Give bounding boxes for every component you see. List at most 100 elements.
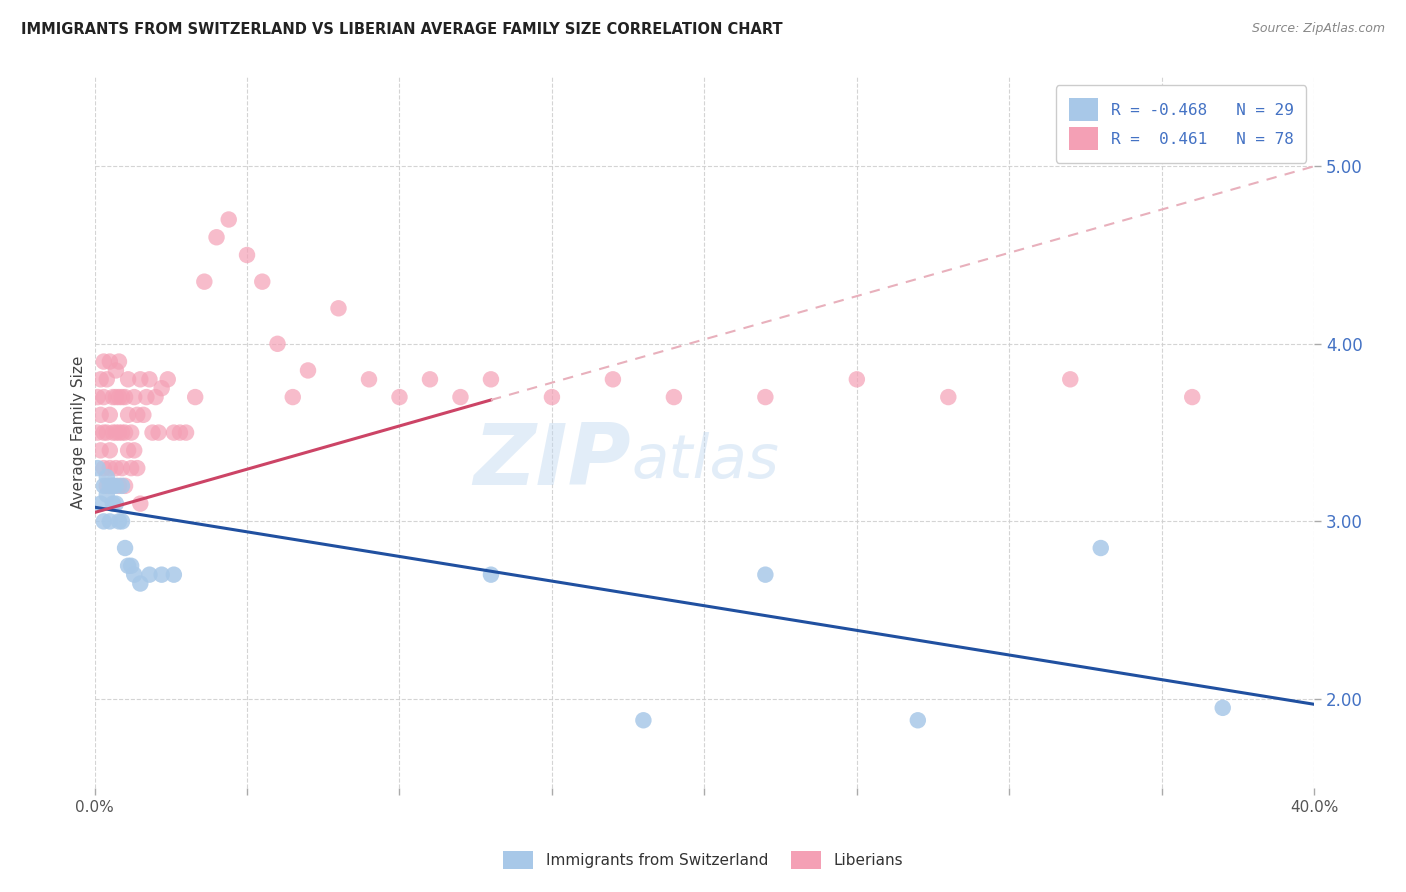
Point [108,515,131,529]
Point [104,479,127,493]
Point [602,372,624,386]
Point [141,425,163,440]
Point [754,567,776,582]
Point [101,479,124,493]
Point [135,390,157,404]
Point [104,497,127,511]
Text: atlas: atlas [631,432,779,491]
Point [90,497,112,511]
Point [845,372,868,386]
Point [98,354,121,368]
Point [111,425,134,440]
Point [328,301,350,316]
Point [108,390,131,404]
Point [98,515,121,529]
Point [117,408,139,422]
Point [218,212,240,227]
Point [184,390,207,404]
Point [108,479,131,493]
Point [754,390,776,404]
Point [169,425,191,440]
Point [127,408,149,422]
Point [120,558,142,573]
Point [114,479,136,493]
Point [122,390,145,404]
Point [163,567,186,582]
Point [205,230,228,244]
Point [419,372,441,386]
Point [1059,372,1081,386]
Point [96,479,118,493]
Point [101,390,124,404]
Point [101,425,124,440]
Point [138,372,160,386]
Point [193,275,215,289]
Point [150,381,173,395]
Point [93,425,115,440]
Point [150,567,173,582]
Point [111,461,134,475]
Point [93,390,115,404]
Point [1181,390,1204,404]
Point [104,390,127,404]
Point [129,497,152,511]
Point [138,567,160,582]
Y-axis label: Average Family Size: Average Family Size [72,356,86,509]
Point [111,479,134,493]
Point [148,425,170,440]
Point [479,567,502,582]
Point [449,390,471,404]
Point [98,479,121,493]
Point [96,372,118,386]
Point [120,425,142,440]
Point [936,390,959,404]
Point [117,443,139,458]
Point [86,461,108,475]
Point [104,425,127,440]
Point [93,354,115,368]
Point [266,336,288,351]
Point [108,425,131,440]
Point [86,390,108,404]
Point [93,461,115,475]
Point [236,248,259,262]
Point [145,390,167,404]
Text: ZIP: ZIP [474,419,631,502]
Point [117,558,139,573]
Point [90,408,112,422]
Point [174,425,197,440]
Point [281,390,304,404]
Point [156,372,179,386]
Point [114,541,136,555]
Point [111,390,134,404]
Point [98,408,121,422]
Point [104,363,127,377]
Point [1212,701,1234,715]
Point [541,390,564,404]
Point [163,425,186,440]
Legend: Immigrants from Switzerland, Liberians: Immigrants from Switzerland, Liberians [496,845,910,875]
Point [479,372,502,386]
Point [633,713,655,727]
Point [114,390,136,404]
Point [129,372,152,386]
Point [93,479,115,493]
Point [96,488,118,502]
Point [96,470,118,484]
Point [104,461,127,475]
Point [98,461,121,475]
Point [90,372,112,386]
Point [86,425,108,440]
Point [907,713,929,727]
Point [96,425,118,440]
Point [662,390,685,404]
Point [357,372,380,386]
Point [122,443,145,458]
Point [98,443,121,458]
Text: IMMIGRANTS FROM SWITZERLAND VS LIBERIAN AVERAGE FAMILY SIZE CORRELATION CHART: IMMIGRANTS FROM SWITZERLAND VS LIBERIAN … [21,22,783,37]
Point [122,567,145,582]
Point [101,479,124,493]
Legend: R = -0.468   N = 29, R =  0.461   N = 78: R = -0.468 N = 29, R = 0.461 N = 78 [1056,86,1306,162]
Point [111,515,134,529]
Point [108,354,131,368]
